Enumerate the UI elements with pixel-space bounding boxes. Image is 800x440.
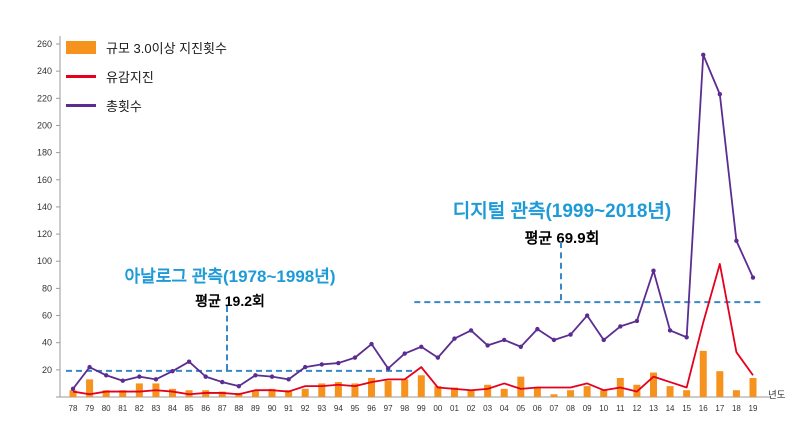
annotation-digital-average: 평균 69.9회 [524,230,600,247]
x-tick-label: 84 [168,404,177,413]
series-line [72,263,754,396]
x-tick-label: 86 [201,404,210,413]
x-tick-label: 15 [682,404,691,413]
x-tick-label: 99 [417,404,426,413]
x-tick-label: 82 [135,404,144,413]
legend-item-bars: 규모 3.0이상 지진횟수 [66,38,227,57]
annotation-digital-connector [560,242,562,300]
series-line [70,52,756,392]
y-tick-label: 120 [37,229,52,239]
x-tick-label: 94 [334,404,343,413]
x-tick-label: 98 [400,404,409,413]
legend: 규모 3.0이상 지진횟수 유감지진 총횟수 [66,38,227,125]
x-tick-label: 93 [317,404,326,413]
x-tick-label: 18 [732,404,741,413]
x-tick-label: 11 [616,404,625,413]
annotation-analog-average: 평균 19.2회 [195,293,265,309]
x-axis-unit-label: 년도 [768,390,786,401]
legend-swatch-total-line [66,104,96,107]
x-tick-label: 91 [284,404,293,413]
x-tick-label: 03 [483,404,492,413]
legend-label-total: 총횟수 [106,99,142,114]
annotation-analog-period: 아날로그 관측(1978~1998년) 평균 19.2회 [108,262,352,311]
annotation-digital-period: 디지털 관측(1999~2018년) 평균 69.9회 [436,196,688,248]
x-tick-label: 02 [467,404,476,413]
legend-swatch-felt-line [66,75,96,78]
x-tick-label: 89 [251,404,260,413]
x-tick-label: 04 [500,404,509,413]
legend-swatch-bar [66,41,96,54]
legend-label-bars: 규모 3.0이상 지진횟수 [106,41,227,56]
legend-item-total: 총횟수 [66,96,227,115]
y-tick-label: 80 [42,283,52,293]
x-tick-label: 07 [550,404,559,413]
x-tick-label: 00 [433,404,442,413]
x-tick-label: 05 [516,404,525,413]
annotation-analog-connector [226,306,228,370]
x-tick-label: 12 [632,404,641,413]
x-tick-label: 09 [583,404,592,413]
x-tick-label: 88 [234,404,243,413]
x-tick-label: 92 [301,404,310,413]
x-tick-label: 01 [450,404,459,413]
y-tick-label: 100 [37,256,52,266]
y-tick-label: 200 [37,120,52,130]
x-tick-label: 81 [118,404,127,413]
x-tick-label: 19 [749,404,758,413]
x-tick-label: 16 [699,404,708,413]
x-tick-label: 14 [666,404,675,413]
legend-label-felt: 유감지진 [106,70,154,85]
x-tick-label: 95 [350,404,359,413]
x-tick-label: 06 [533,404,542,413]
x-tick-label: 08 [566,404,575,413]
x-tick-label: 10 [599,404,608,413]
annotation-digital-title: 디지털 관측(1999~2018년) [452,201,672,222]
x-tick-label: 96 [367,404,376,413]
y-tick-label: 260 [37,39,52,49]
y-tick-label: 160 [37,175,52,185]
x-tick-label: 87 [218,404,227,413]
y-tick-label: 140 [37,202,52,212]
legend-item-felt: 유감지진 [66,67,227,86]
x-tick-label: 83 [151,404,160,413]
x-tick-label: 85 [185,404,194,413]
y-tick-label: 60 [42,311,52,321]
annotation-analog-title: 아날로그 관측(1978~1998년) [124,267,336,286]
y-tick-label: 40 [42,338,52,348]
y-tick-label: 20 [42,365,52,375]
x-tick-label: 78 [69,404,78,413]
x-tick-label: 13 [649,404,658,413]
x-tick-label: 79 [85,404,94,413]
y-tick-label: 220 [37,93,52,103]
x-tick-label: 90 [268,404,277,413]
y-tick-label: 240 [37,66,52,76]
x-tick-label: 97 [384,404,393,413]
x-tick-label: 17 [715,404,724,413]
y-tick-label: 180 [37,148,52,158]
x-tick-label: 80 [102,404,111,413]
